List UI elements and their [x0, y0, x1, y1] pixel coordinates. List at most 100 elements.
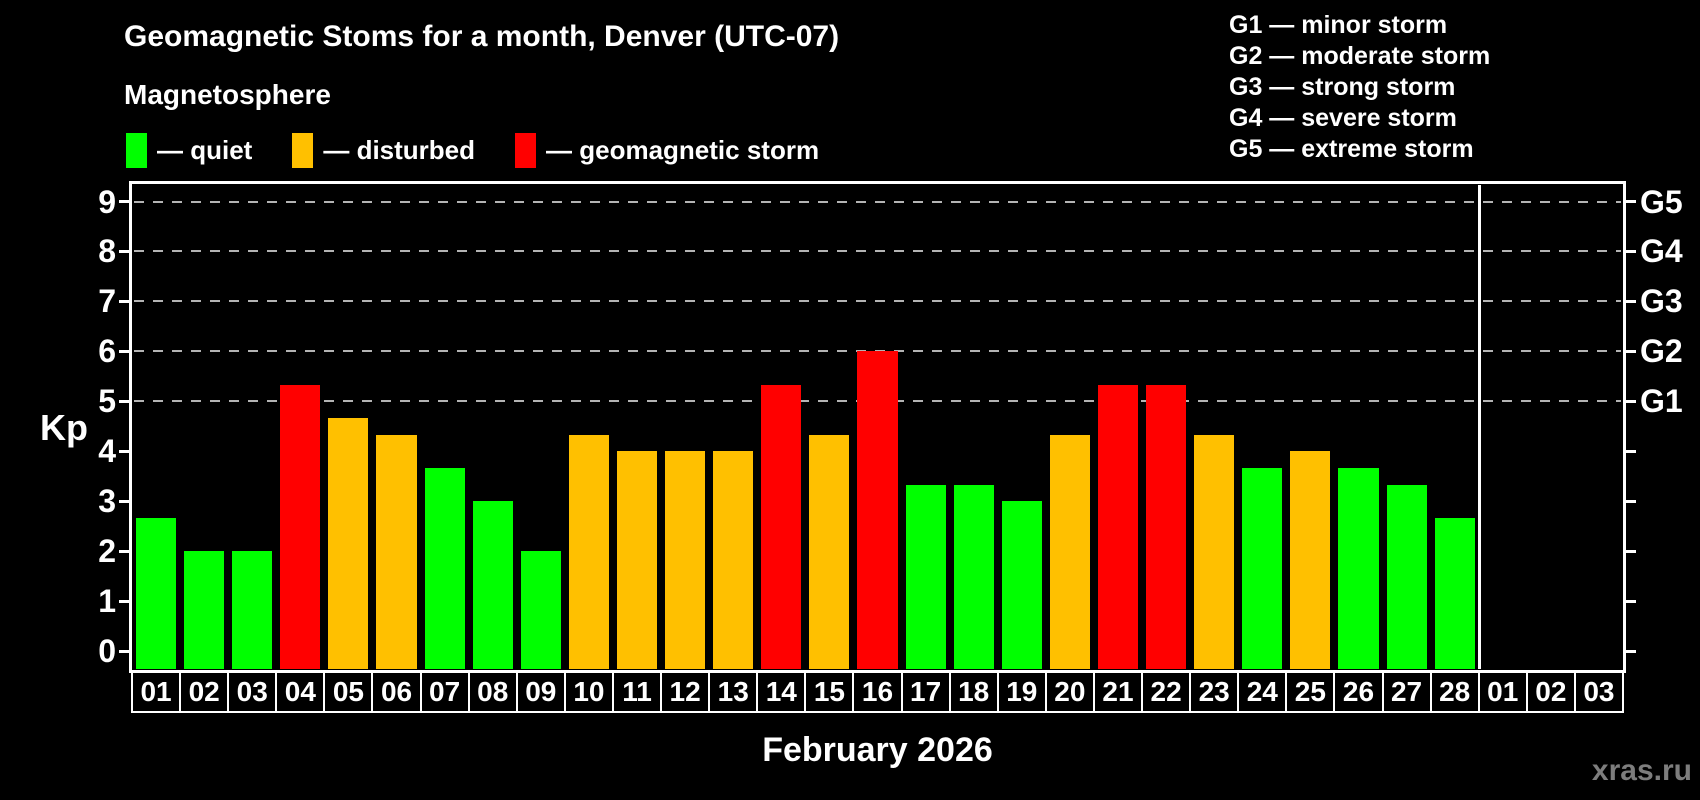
day-cell-10: 10: [563, 671, 614, 713]
kp-bar-day-28: [1434, 517, 1475, 669]
right-axis-tick-3: [1623, 499, 1636, 503]
g-legend-line-g1: G1 — minor storm: [1229, 11, 1448, 39]
y-axis-tick-label-9: 9: [98, 183, 116, 220]
x-axis-month-label: February 2026: [762, 731, 993, 769]
left-axis-tick-8: [119, 249, 132, 253]
g-legend-line-g3: G3 — strong storm: [1229, 73, 1456, 101]
day-cell-01: 01: [131, 671, 182, 713]
y-axis-tick-label-1: 1: [98, 583, 116, 620]
day-cell-06: 06: [371, 671, 422, 713]
kp-bar-day-08: [472, 501, 513, 669]
day-cell-13: 13: [708, 671, 759, 713]
g-legend-line-g2: G2 — moderate storm: [1229, 42, 1491, 70]
kp-bar-day-03: [232, 551, 273, 669]
left-axis-tick-0: [119, 649, 132, 653]
legend-item-quiet: — quiet: [126, 133, 252, 168]
day-cell-18: 18: [948, 671, 999, 713]
kp-bar-day-11: [616, 451, 658, 669]
g-axis-label-g3: G3: [1640, 283, 1683, 320]
day-cell-22: 22: [1141, 671, 1192, 713]
right-axis-tick-1: [1623, 599, 1636, 603]
kp-bar-day-04: [280, 384, 321, 669]
y-axis-tick-label-8: 8: [98, 233, 116, 270]
left-axis-tick-6: [119, 349, 132, 353]
month-separator-line: [1477, 185, 1481, 669]
right-axis-tick-0: [1623, 649, 1636, 653]
gridline-kp-7: [134, 300, 1621, 303]
y-axis-label-kp: Kp: [40, 407, 88, 448]
kp-bar-day-15: [809, 434, 850, 669]
day-cell-07: 07: [419, 671, 470, 713]
watermark: xras.ru: [1591, 754, 1692, 787]
g-scale-legend: G1 — minor storm G2 — moderate storm G3 …: [1229, 10, 1490, 165]
y-axis-tick-label-7: 7: [98, 283, 116, 320]
day-cell-next-01: 01: [1477, 671, 1528, 713]
left-axis-tick-3: [119, 499, 132, 503]
day-cell-25: 25: [1285, 671, 1336, 713]
legend-label-storm: — geomagnetic storm: [546, 135, 820, 165]
kp-bar-day-09: [520, 551, 561, 669]
kp-bar-day-26: [1338, 467, 1379, 669]
gridline-kp-8: [134, 250, 1621, 253]
day-cell-next-03: 03: [1573, 671, 1624, 713]
day-cell-02: 02: [179, 671, 230, 713]
kp-bar-day-16: [857, 351, 898, 669]
right-axis-tick-2: [1623, 549, 1636, 553]
kp-bar-day-10: [568, 434, 609, 669]
kp-bar-day-25: [1290, 451, 1331, 669]
g-legend-line-g5: G5 — extreme storm: [1229, 135, 1474, 163]
left-axis-tick-5: [119, 399, 132, 403]
day-cell-21: 21: [1092, 671, 1144, 713]
day-cell-16: 16: [852, 671, 903, 713]
g-axis-label-g4: G4: [1640, 233, 1683, 270]
day-cell-27: 27: [1381, 671, 1432, 713]
legend-label-disturbed: — disturbed: [323, 135, 476, 165]
day-cell-26: 26: [1333, 671, 1384, 713]
y-axis-tick-label-5: 5: [98, 383, 116, 420]
kp-bar-day-23: [1194, 434, 1235, 669]
day-cell-19: 19: [996, 671, 1047, 713]
kp-bar-day-19: [1001, 501, 1042, 669]
g-axis-label-g5: G5: [1640, 183, 1683, 220]
g-axis-label-g2: G2: [1640, 333, 1683, 370]
kp-bar-day-07: [424, 467, 465, 669]
kp-bar-day-20: [1049, 434, 1090, 669]
right-axis-tick-9: [1623, 200, 1636, 204]
right-axis-tick-6: [1623, 349, 1636, 353]
kp-bar-day-06: [376, 434, 417, 669]
legend-label-quiet: — quiet: [157, 135, 253, 165]
day-cell-24: 24: [1237, 671, 1288, 713]
day-cell-11: 11: [611, 671, 663, 713]
right-axis-tick-5: [1623, 399, 1636, 403]
day-cell-14: 14: [756, 671, 807, 713]
kp-bar-day-18: [953, 484, 994, 669]
status-legend: — quiet — disturbed — geomagnetic storm: [126, 133, 819, 168]
left-axis-tick-4: [119, 449, 132, 453]
y-axis-tick-label-4: 4: [98, 433, 116, 470]
day-cell-next-02: 02: [1525, 671, 1576, 713]
day-cell-05: 05: [323, 671, 374, 713]
disturbed-color-swatch: [292, 133, 314, 168]
day-cell-20: 20: [1044, 671, 1095, 713]
gridline-kp-9: [134, 200, 1621, 203]
day-cell-28: 28: [1429, 671, 1480, 713]
kp-bar-day-01: [136, 517, 177, 669]
kp-bar-day-21: [1097, 384, 1139, 669]
storm-color-swatch: [515, 133, 537, 168]
day-cell-12: 12: [660, 671, 711, 713]
y-axis-tick-label-3: 3: [98, 483, 116, 520]
right-axis-tick-8: [1623, 249, 1636, 253]
quiet-color-swatch: [126, 133, 147, 168]
kp-bar-day-14: [761, 384, 802, 669]
kp-bar-day-02: [184, 551, 225, 669]
magnetosphere-subtitle: Magnetosphere: [124, 79, 331, 110]
g-axis-label-g1: G1: [1640, 383, 1683, 420]
g-legend-line-g4: G4 — severe storm: [1229, 104, 1457, 132]
left-axis-tick-7: [119, 299, 132, 303]
day-cell-23: 23: [1189, 671, 1240, 713]
kp-bar-day-24: [1242, 467, 1283, 669]
kp-bar-day-13: [713, 451, 754, 669]
day-cell-03: 03: [227, 671, 278, 713]
